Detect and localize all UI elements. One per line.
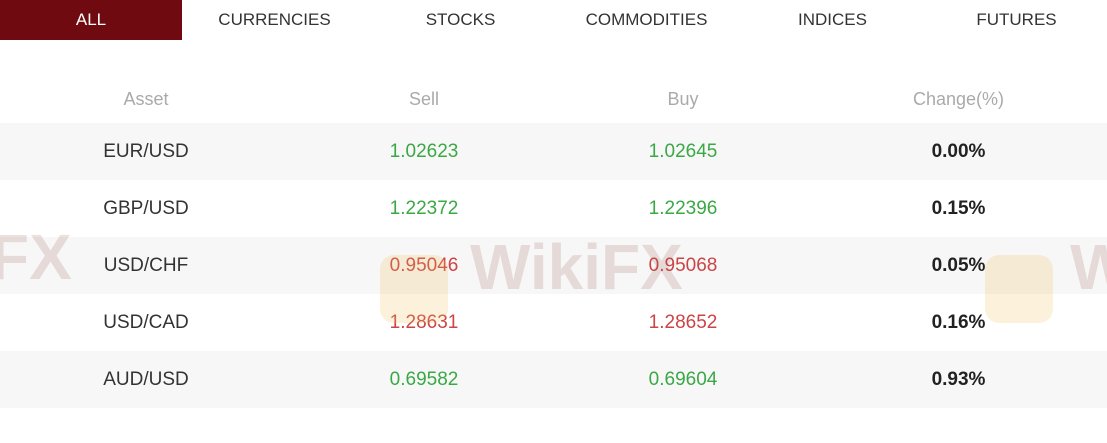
table-row[interactable]: AUD/USD 0.69582 0.69604 0.93% (0, 351, 1107, 408)
buy-price: 0.95068 (648, 254, 718, 276)
sell-price: 1.28631 (389, 311, 459, 333)
sell-price: 0.69582 (389, 368, 459, 390)
buy-price: 0.69604 (648, 368, 718, 390)
asset-name: USD/CHF (103, 254, 189, 276)
category-tabs: ALL CURRENCIES STOCKS COMMODITIES INDICE… (0, 0, 1107, 40)
tab-stocks[interactable]: STOCKS (425, 10, 496, 29)
asset-name: EUR/USD (103, 140, 189, 162)
asset-name: GBP/USD (103, 197, 189, 219)
sell-price: 0.95046 (389, 254, 459, 276)
sell-price: 1.22372 (389, 197, 459, 219)
change-percent: 0.16% (931, 311, 986, 333)
table-header: Asset Sell Buy Change(%) (0, 40, 1107, 123)
tab-commodities[interactable]: COMMODITIES (585, 10, 708, 29)
sell-price: 1.02623 (389, 140, 459, 162)
header-buy: Buy (667, 89, 699, 109)
table-row[interactable]: USD/CHF 0.95046 0.95068 0.05% (0, 237, 1107, 294)
header-sell: Sell (408, 89, 439, 109)
change-percent: 0.15% (931, 197, 986, 219)
tab-futures[interactable]: FUTURES (976, 10, 1057, 29)
buy-price: 1.02645 (648, 140, 718, 162)
change-percent: 0.93% (931, 368, 986, 390)
buy-price: 1.28652 (648, 311, 718, 333)
table-row[interactable]: USD/CAD 1.28631 1.28652 0.16% (0, 294, 1107, 351)
buy-price: 1.22396 (648, 197, 718, 219)
tab-all[interactable]: ALL (0, 0, 182, 40)
table-row[interactable]: EUR/USD 1.02623 1.02645 0.00% (0, 123, 1107, 180)
quotes-table: EUR/USD 1.02623 1.02645 0.00% GBP/USD 1.2… (0, 123, 1107, 408)
header-change: Change(%) (912, 89, 1005, 109)
change-percent: 0.00% (931, 140, 986, 162)
tab-indices[interactable]: INDICES (798, 10, 867, 29)
asset-name: USD/CAD (103, 311, 189, 333)
header-asset: Asset (123, 89, 169, 109)
tab-currencies[interactable]: CURRENCIES (218, 10, 331, 29)
change-percent: 0.05% (931, 254, 986, 276)
asset-name: AUD/USD (103, 368, 189, 390)
table-row[interactable]: GBP/USD 1.22372 1.22396 0.15% (0, 180, 1107, 237)
